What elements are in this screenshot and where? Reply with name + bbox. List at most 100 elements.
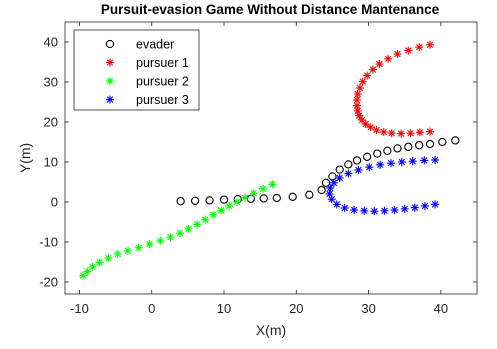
data-point xyxy=(420,156,429,165)
data-point xyxy=(372,126,381,134)
data-point xyxy=(326,184,335,192)
data-point xyxy=(268,180,277,189)
axis-ticks: -10 0 10 20 30 40 -20 -10 0 10 20 30 40 xyxy=(39,22,477,316)
data-point xyxy=(353,90,362,98)
x-tick-label: 0 xyxy=(148,301,155,316)
data-point xyxy=(415,128,424,137)
data-point xyxy=(240,193,249,202)
data-point xyxy=(104,254,113,262)
data-point xyxy=(383,146,392,155)
legend-label: pursuer 1 xyxy=(136,56,189,70)
data-point xyxy=(88,262,97,271)
data-point xyxy=(225,202,234,210)
legend-box xyxy=(73,29,200,111)
x-axis-label: X(m) xyxy=(256,322,286,338)
series-pursuer-1 xyxy=(353,40,435,138)
data-point xyxy=(79,271,88,280)
data-point xyxy=(360,206,369,215)
data-point xyxy=(175,229,184,238)
data-point xyxy=(355,84,364,92)
chart-title: Pursuit-evasion Game Without Distance Ma… xyxy=(101,2,440,17)
y-tick-label: -20 xyxy=(39,275,58,290)
legend-marker xyxy=(106,77,114,85)
legend: evader pursuer 1 pursuer 2 pursuer 3 xyxy=(73,29,200,111)
data-point xyxy=(272,193,281,203)
y-tick-label: 20 xyxy=(44,115,58,130)
data-point xyxy=(406,129,415,138)
data-point xyxy=(205,196,214,205)
data-point xyxy=(328,172,337,181)
data-point xyxy=(362,152,372,161)
data-point xyxy=(393,50,402,58)
legend-label: evader xyxy=(136,38,174,52)
x-tick-label: 30 xyxy=(361,301,375,316)
data-point xyxy=(145,240,154,248)
data-point xyxy=(438,137,447,147)
data-point xyxy=(166,233,175,242)
data-point xyxy=(397,129,406,138)
data-point xyxy=(431,156,440,164)
x-tick-label: 10 xyxy=(217,301,231,316)
data-point xyxy=(353,101,362,110)
data-point xyxy=(113,250,122,258)
data-point xyxy=(415,43,424,52)
y-tick-label: 30 xyxy=(44,75,58,90)
data-point xyxy=(219,195,229,204)
data-point xyxy=(393,144,402,153)
data-point xyxy=(134,243,143,252)
data-point xyxy=(379,128,388,136)
data-point xyxy=(317,185,326,195)
data-point xyxy=(288,192,297,201)
data-point xyxy=(259,184,268,193)
data-point xyxy=(249,189,258,198)
data-point xyxy=(384,54,393,63)
y-tick-label: 40 xyxy=(44,35,58,50)
y-axis-label: Y(m) xyxy=(17,143,33,173)
data-point xyxy=(425,139,435,149)
data-point xyxy=(83,267,92,276)
data-point xyxy=(353,96,362,104)
data-point xyxy=(344,160,353,169)
data-point xyxy=(404,46,413,55)
x-tick-label: -10 xyxy=(70,301,89,316)
series-pursuer-3 xyxy=(325,156,440,216)
series-pursuer-2 xyxy=(79,180,277,280)
data-point xyxy=(355,111,364,120)
data-point xyxy=(387,129,396,138)
data-point xyxy=(184,224,193,233)
data-point xyxy=(431,200,440,209)
data-point xyxy=(404,142,413,151)
data-point xyxy=(156,236,165,245)
data-point xyxy=(370,207,379,216)
legend-label: pursuer 3 xyxy=(136,93,189,107)
data-point xyxy=(201,215,210,224)
data-point xyxy=(361,120,370,128)
data-point xyxy=(246,194,255,203)
data-point xyxy=(415,141,424,150)
data-point xyxy=(329,178,338,187)
data-point xyxy=(95,258,104,267)
data-point xyxy=(209,210,218,219)
data-point xyxy=(375,60,384,68)
data-point xyxy=(332,200,341,209)
data-point xyxy=(380,206,389,215)
data-point xyxy=(352,156,362,165)
data-point xyxy=(420,202,429,210)
data-point xyxy=(426,40,435,49)
data-point xyxy=(358,77,367,86)
data-point xyxy=(325,190,334,198)
y-tick-label: 0 xyxy=(51,195,58,210)
data-point xyxy=(400,204,409,213)
data-point xyxy=(123,246,132,255)
data-point xyxy=(408,157,417,166)
data-point xyxy=(350,206,359,214)
data-point xyxy=(426,127,435,136)
data-point xyxy=(376,160,385,169)
data-point xyxy=(217,206,226,215)
data-point xyxy=(373,149,382,158)
data-point xyxy=(176,197,185,206)
data-point xyxy=(335,165,344,174)
data-point xyxy=(368,65,377,74)
legend-label: pursuer 2 xyxy=(136,75,189,89)
